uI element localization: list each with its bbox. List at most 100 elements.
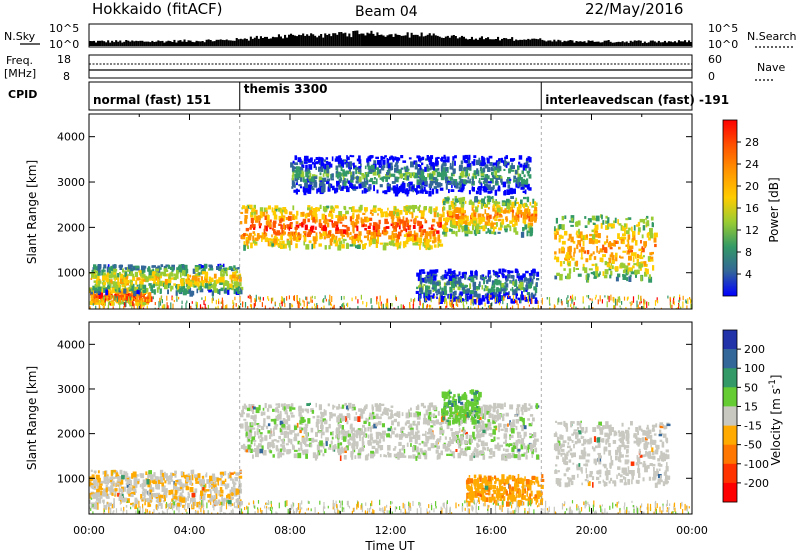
echo-cell bbox=[516, 178, 518, 183]
echo-cell bbox=[482, 225, 485, 231]
echo-cell bbox=[472, 298, 473, 303]
echo-cell bbox=[114, 488, 117, 491]
echo-cell bbox=[638, 265, 641, 269]
echo-cell bbox=[520, 300, 521, 303]
echo-cell bbox=[507, 274, 511, 278]
nsky-bar bbox=[441, 38, 443, 46]
echo-cell bbox=[314, 176, 318, 179]
echo-cell bbox=[278, 244, 280, 247]
echo-cell bbox=[446, 301, 447, 306]
echo-cell bbox=[329, 219, 332, 222]
echo-cell bbox=[619, 256, 621, 259]
echo-cell bbox=[333, 209, 335, 213]
echo-cell bbox=[119, 272, 121, 275]
nsky-bar bbox=[555, 41, 557, 46]
echo-cell bbox=[494, 208, 496, 210]
echo-cell bbox=[387, 299, 388, 303]
echo-cell bbox=[264, 229, 266, 235]
echo-cell bbox=[650, 257, 653, 260]
nsky-bar bbox=[614, 43, 616, 47]
echo-cell bbox=[96, 298, 99, 302]
nsky-bar bbox=[561, 42, 563, 46]
echo-cell bbox=[148, 504, 151, 507]
echo-cell bbox=[143, 285, 147, 289]
echo-cell bbox=[499, 302, 500, 305]
nsky-bar bbox=[306, 34, 308, 46]
echo-cell bbox=[501, 283, 503, 287]
nsky-bar bbox=[246, 39, 248, 46]
echo-cell bbox=[310, 297, 311, 303]
echo-cell bbox=[374, 232, 377, 237]
echo-cell bbox=[632, 231, 636, 235]
echo-cell bbox=[91, 498, 93, 500]
nsky-bar bbox=[551, 42, 553, 47]
echo-cell bbox=[530, 216, 533, 222]
echo-cell bbox=[464, 274, 466, 280]
station-title: Hokkaido (fitACF) bbox=[92, 0, 223, 18]
echo-cell bbox=[181, 471, 183, 476]
nsky-bar bbox=[509, 39, 511, 46]
echo-cell bbox=[346, 163, 349, 168]
echo-cell bbox=[510, 203, 512, 206]
echo-cell bbox=[162, 272, 166, 276]
echo-cell bbox=[357, 245, 361, 249]
echo-cell bbox=[523, 204, 525, 209]
echo-cell bbox=[227, 290, 229, 295]
echo-cell bbox=[512, 202, 515, 207]
echo-cell bbox=[93, 303, 94, 305]
echo-cell bbox=[506, 155, 509, 159]
echo-cell bbox=[440, 244, 443, 247]
echo-cell bbox=[423, 230, 427, 232]
echo-cell bbox=[414, 205, 418, 209]
echo-cell bbox=[350, 237, 352, 240]
echo-cell bbox=[652, 222, 654, 225]
nsky-bar bbox=[513, 41, 515, 46]
echo-cell bbox=[633, 257, 635, 263]
echo-cell bbox=[472, 225, 474, 231]
nsky-bar bbox=[332, 33, 334, 46]
nsky-bar bbox=[445, 37, 447, 46]
echo-cell bbox=[485, 204, 488, 207]
echo-cell bbox=[315, 214, 317, 219]
echo-cell bbox=[419, 295, 420, 301]
echo-cell bbox=[392, 158, 395, 161]
y-tick-label: 3000 bbox=[57, 176, 85, 189]
echo-cell bbox=[595, 266, 598, 271]
echo-cell bbox=[443, 201, 446, 205]
echo-cell bbox=[91, 485, 95, 488]
echo-cell bbox=[257, 235, 260, 239]
echo-cell bbox=[347, 243, 349, 249]
echo-cell bbox=[622, 226, 624, 231]
echo-cell bbox=[472, 207, 474, 210]
echo-cell bbox=[284, 303, 285, 307]
echo-cell bbox=[624, 228, 626, 234]
echo-cell bbox=[233, 482, 236, 488]
echo-cell bbox=[94, 471, 97, 473]
echo-cell bbox=[218, 306, 219, 309]
echo-cell bbox=[176, 270, 179, 275]
echo-cell bbox=[432, 219, 435, 223]
echo-cell bbox=[91, 470, 93, 472]
echo-cell bbox=[515, 170, 518, 174]
echo-cell bbox=[320, 172, 322, 175]
echo-cell bbox=[516, 210, 518, 214]
echo-cell bbox=[432, 281, 436, 285]
echo-cell bbox=[240, 221, 243, 224]
nsky-bar bbox=[461, 36, 463, 46]
echo-cell bbox=[370, 212, 372, 214]
nsky-bar bbox=[296, 36, 298, 46]
echo-cell bbox=[492, 196, 494, 199]
echo-cell bbox=[516, 293, 518, 296]
echo-cell bbox=[161, 296, 162, 300]
echo-cell bbox=[94, 481, 97, 486]
echo-cell bbox=[111, 302, 114, 305]
echo-cell bbox=[527, 172, 529, 176]
echo-cell bbox=[126, 276, 128, 279]
echo-cell bbox=[424, 187, 426, 191]
echo-cell bbox=[649, 274, 651, 278]
echo-cell bbox=[114, 494, 116, 496]
echo-cell bbox=[640, 261, 643, 263]
echo-cell bbox=[508, 181, 511, 184]
echo-cell bbox=[322, 299, 323, 302]
nsky-bar bbox=[429, 33, 431, 46]
